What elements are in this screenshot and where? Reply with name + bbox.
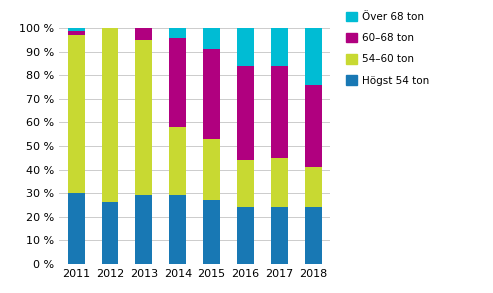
Bar: [169, 28, 186, 38]
Bar: [203, 28, 220, 50]
Bar: [68, 30, 85, 35]
Bar: [305, 28, 322, 85]
Bar: [271, 66, 288, 158]
Bar: [271, 207, 288, 264]
Bar: [305, 167, 322, 207]
Bar: [169, 127, 186, 195]
Bar: [68, 28, 85, 30]
Bar: [203, 139, 220, 200]
Bar: [305, 85, 322, 167]
Bar: [237, 28, 254, 66]
Bar: [68, 35, 85, 193]
Bar: [102, 28, 118, 202]
Bar: [102, 202, 118, 264]
Bar: [237, 207, 254, 264]
Legend: Över 68 ton, 60–68 ton, 54–60 ton, Högst 54 ton: Över 68 ton, 60–68 ton, 54–60 ton, Högst…: [347, 12, 429, 86]
Bar: [169, 38, 186, 127]
Bar: [136, 40, 152, 195]
Bar: [68, 193, 85, 264]
Bar: [136, 28, 152, 40]
Bar: [203, 200, 220, 264]
Bar: [169, 195, 186, 264]
Bar: [203, 50, 220, 139]
Bar: [305, 207, 322, 264]
Bar: [237, 160, 254, 207]
Bar: [271, 158, 288, 207]
Bar: [136, 195, 152, 264]
Bar: [271, 28, 288, 66]
Bar: [237, 66, 254, 160]
